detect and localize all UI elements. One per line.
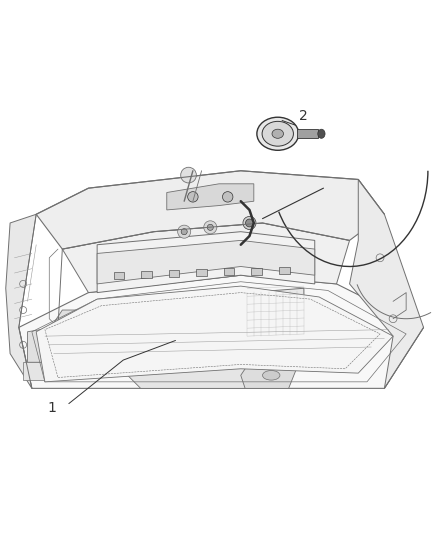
Polygon shape (53, 310, 97, 341)
Polygon shape (167, 184, 254, 210)
Circle shape (181, 229, 187, 235)
Polygon shape (247, 288, 304, 336)
Bar (141, 271, 152, 278)
Bar (114, 272, 124, 279)
Polygon shape (127, 362, 276, 389)
Polygon shape (19, 275, 424, 389)
Polygon shape (97, 232, 315, 293)
Circle shape (243, 216, 256, 230)
Text: 2: 2 (300, 109, 308, 123)
Bar (196, 269, 207, 276)
Polygon shape (97, 240, 315, 284)
Ellipse shape (318, 129, 325, 138)
Polygon shape (23, 362, 45, 379)
Circle shape (204, 221, 217, 234)
Circle shape (207, 224, 213, 230)
Bar (169, 270, 179, 277)
Circle shape (223, 192, 233, 202)
Circle shape (178, 225, 191, 238)
Bar (279, 266, 290, 274)
Polygon shape (6, 214, 36, 389)
Polygon shape (350, 180, 424, 389)
Text: 1: 1 (47, 401, 56, 415)
Bar (224, 269, 234, 276)
Polygon shape (62, 223, 350, 293)
Bar (297, 129, 318, 138)
Bar (251, 268, 262, 274)
Circle shape (246, 219, 253, 227)
Ellipse shape (262, 122, 293, 146)
Polygon shape (36, 286, 393, 382)
Ellipse shape (272, 129, 283, 138)
Polygon shape (28, 327, 62, 362)
Ellipse shape (262, 370, 280, 380)
Polygon shape (36, 171, 385, 249)
Ellipse shape (257, 117, 299, 150)
Circle shape (187, 192, 198, 202)
Circle shape (181, 167, 196, 183)
Polygon shape (241, 358, 297, 389)
